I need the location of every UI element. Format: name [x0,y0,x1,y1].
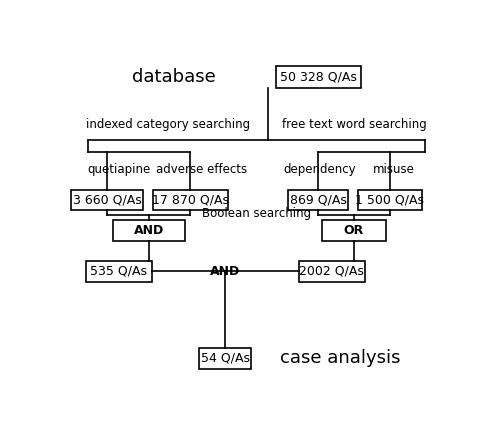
Text: OR: OR [344,224,364,237]
Text: 2002 Q/As: 2002 Q/As [300,265,364,278]
FancyBboxPatch shape [86,261,152,282]
Text: misuse: misuse [372,163,414,175]
Text: 3 660 Q/As: 3 660 Q/As [72,193,142,206]
FancyBboxPatch shape [71,190,143,210]
Text: 1 500 Q/As: 1 500 Q/As [356,193,424,206]
Text: Boolean searching: Boolean searching [202,207,311,220]
Text: adverse effects: adverse effects [156,163,246,175]
Text: dependency: dependency [284,163,356,175]
Text: free text word searching: free text word searching [282,118,427,131]
Text: AND: AND [134,224,164,237]
FancyBboxPatch shape [358,190,422,210]
Text: quetiapine: quetiapine [88,163,151,175]
Text: 869 Q/As: 869 Q/As [290,193,346,206]
FancyBboxPatch shape [276,66,361,88]
FancyBboxPatch shape [299,261,365,282]
Text: 17 870 Q/As: 17 870 Q/As [152,193,229,206]
Text: case analysis: case analysis [280,350,400,367]
Text: 535 Q/As: 535 Q/As [90,265,147,278]
Text: 54 Q/As: 54 Q/As [201,352,250,365]
FancyBboxPatch shape [288,190,348,210]
FancyBboxPatch shape [322,220,386,241]
FancyBboxPatch shape [152,190,228,210]
Text: AND: AND [210,265,240,278]
Text: 50 328 Q/As: 50 328 Q/As [280,70,356,84]
Text: indexed category searching: indexed category searching [86,118,250,131]
Text: database: database [132,68,216,86]
FancyBboxPatch shape [113,220,185,241]
FancyBboxPatch shape [199,348,252,369]
